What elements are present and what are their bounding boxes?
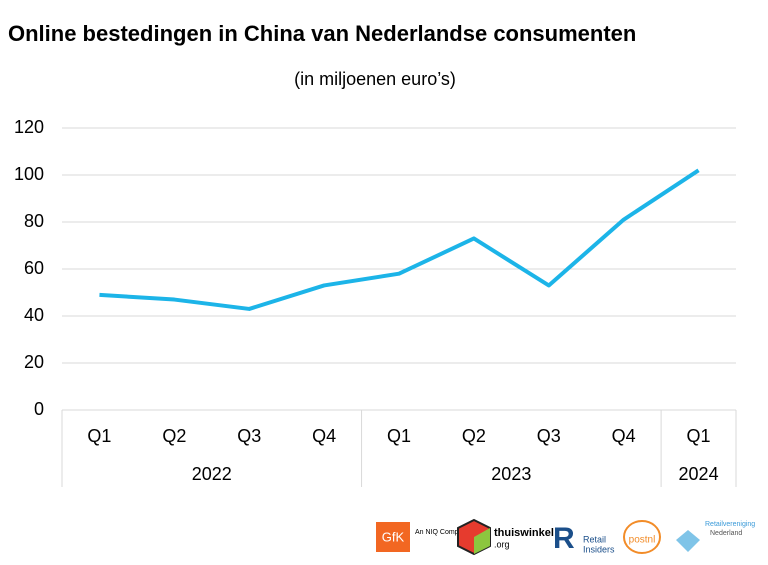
x-tick-label: Q4 <box>612 426 636 446</box>
x-tick-label: Q2 <box>162 426 186 446</box>
logos: GfK An NIQ Company thuiswinkel .org R Re… <box>376 518 755 556</box>
y-tick-label: 60 <box>24 258 44 278</box>
retail-logo: R <box>553 522 575 555</box>
logo-text: An NIQ Company <box>415 529 470 536</box>
y-tick-label: 120 <box>14 117 44 137</box>
y-tick-label: 20 <box>24 352 44 372</box>
retailvereniging-logo <box>676 530 700 552</box>
y-tick-label: 100 <box>14 164 44 184</box>
x-tick-label: Q1 <box>387 426 411 446</box>
logo-text: .org <box>494 539 510 549</box>
logo-text: GfK <box>382 529 405 544</box>
x-tick-label: Q2 <box>462 426 486 446</box>
y-tick-label: 80 <box>24 211 44 231</box>
logo-text: Retailvereniging <box>705 521 755 528</box>
x-tick-label: Q1 <box>687 426 711 446</box>
y-tick-label: 40 <box>24 305 44 325</box>
gfk-logo <box>376 522 410 552</box>
x-tick-label: Q3 <box>537 426 561 446</box>
logo-text: postnl <box>629 535 656 546</box>
postnl-logo <box>623 520 661 554</box>
x-tick-label: Q1 <box>87 426 111 446</box>
group-label: 2024 <box>679 464 719 484</box>
y-tick-label: 0 <box>34 399 44 419</box>
group-label: 2022 <box>192 464 232 484</box>
logo-text: Nederland <box>710 530 742 537</box>
line <box>99 168 700 311</box>
logo-text: Insiders <box>583 544 615 554</box>
group-label: 2023 <box>491 464 531 484</box>
logo-text: Retail <box>583 534 606 544</box>
logo-text: thuiswinkel <box>494 527 554 539</box>
x-tick-label: Q3 <box>237 426 261 446</box>
chart-subtitle: (in miljoenen euro’s) <box>294 69 456 89</box>
x-tick-label: Q4 <box>312 426 336 446</box>
chart-title: Online bestedingen in China van Nederlan… <box>8 21 636 46</box>
